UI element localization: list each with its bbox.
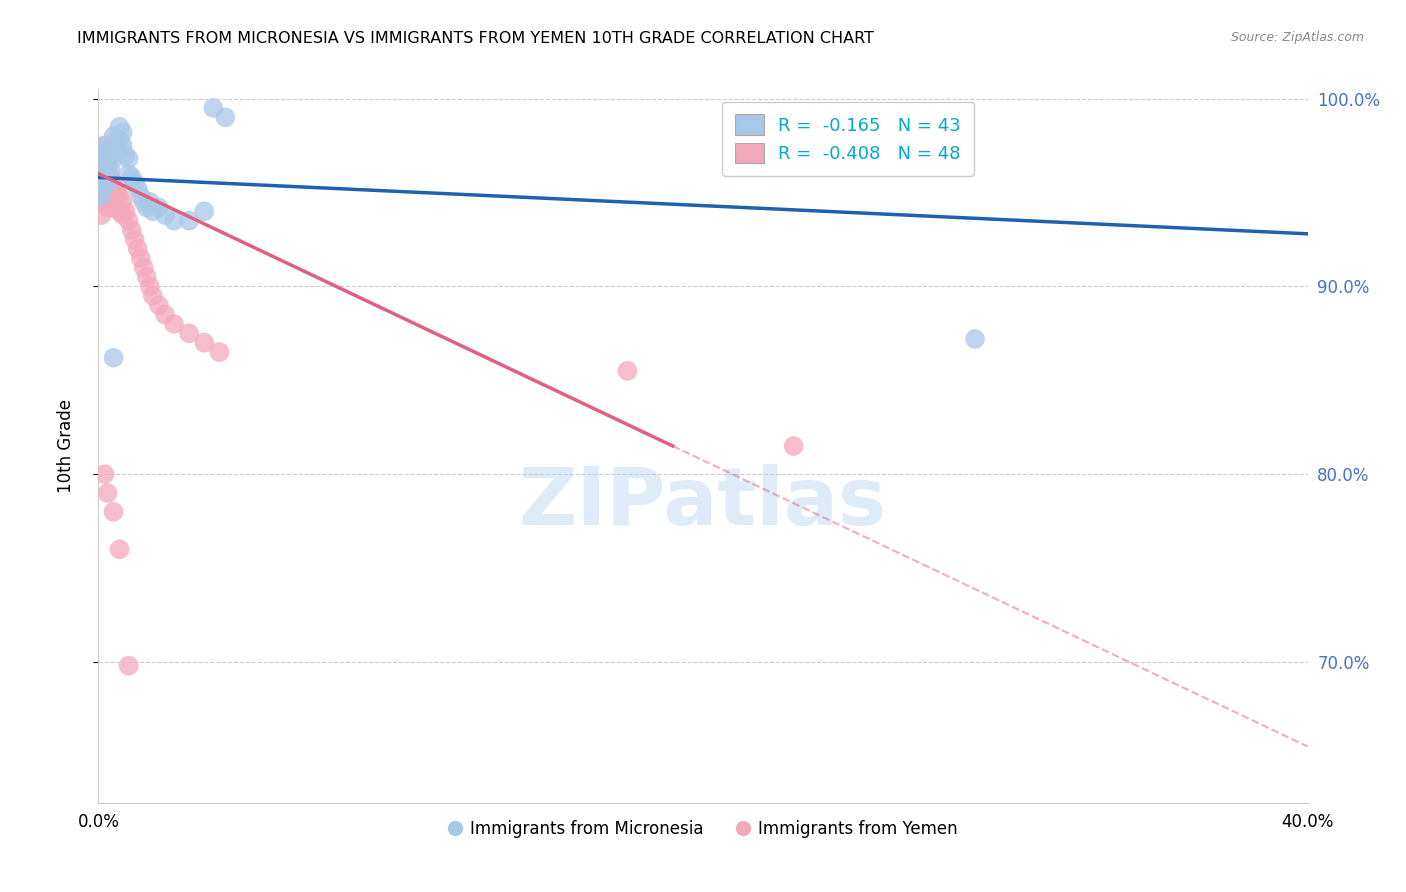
- Point: [193, 204, 215, 219]
- Point: [118, 152, 141, 166]
- Legend: Immigrants from Micronesia, Immigrants from Yemen: Immigrants from Micronesia, Immigrants f…: [441, 814, 965, 845]
- Point: [100, 148, 122, 162]
- Point: [90, 182, 112, 196]
- Point: [93, 167, 115, 181]
- Point: [208, 345, 231, 359]
- Point: [103, 176, 125, 190]
- Point: [100, 163, 122, 178]
- Point: [127, 242, 149, 256]
- Point: [100, 170, 122, 185]
- Point: [124, 232, 146, 246]
- Point: [108, 542, 131, 557]
- Point: [153, 208, 176, 222]
- Point: [108, 133, 131, 147]
- Point: [96, 201, 118, 215]
- Point: [96, 170, 118, 185]
- Point: [118, 167, 141, 181]
- Point: [100, 201, 122, 215]
- Point: [121, 223, 143, 237]
- Point: [90, 182, 112, 196]
- Point: [142, 289, 165, 303]
- Point: [114, 204, 136, 219]
- Point: [132, 260, 155, 275]
- Point: [105, 201, 128, 215]
- Text: ZIPatlas: ZIPatlas: [519, 464, 887, 542]
- Point: [103, 189, 125, 203]
- Point: [90, 194, 112, 209]
- Point: [93, 467, 115, 482]
- Point: [96, 161, 118, 175]
- Point: [90, 176, 112, 190]
- Point: [111, 208, 134, 222]
- Point: [96, 176, 118, 190]
- Point: [965, 332, 987, 346]
- Point: [96, 186, 118, 200]
- Point: [179, 213, 201, 227]
- Point: [111, 194, 134, 209]
- Point: [111, 125, 134, 139]
- Point: [90, 167, 112, 181]
- Point: [121, 170, 143, 185]
- Point: [96, 144, 118, 158]
- Point: [90, 148, 112, 162]
- Point: [132, 194, 155, 209]
- Point: [100, 186, 122, 200]
- Point: [93, 138, 115, 153]
- Point: [153, 308, 176, 322]
- Point: [93, 157, 115, 171]
- Point: [129, 251, 152, 265]
- Point: [616, 364, 638, 378]
- Point: [124, 176, 146, 190]
- Point: [108, 189, 131, 203]
- Point: [105, 186, 128, 200]
- Text: IMMIGRANTS FROM MICRONESIA VS IMMIGRANTS FROM YEMEN 10TH GRADE CORRELATION CHART: IMMIGRANTS FROM MICRONESIA VS IMMIGRANTS…: [77, 31, 875, 46]
- Point: [118, 658, 141, 673]
- Point: [90, 189, 112, 203]
- Point: [103, 129, 125, 144]
- Point: [108, 120, 131, 134]
- Point: [103, 138, 125, 153]
- Point: [139, 194, 162, 209]
- Point: [103, 152, 125, 166]
- Point: [93, 182, 115, 196]
- Point: [90, 157, 112, 171]
- Point: [783, 439, 806, 453]
- Point: [214, 111, 236, 125]
- Point: [202, 101, 225, 115]
- Point: [139, 279, 162, 293]
- Point: [93, 148, 115, 162]
- Point: [193, 335, 215, 350]
- Point: [108, 204, 131, 219]
- Point: [142, 204, 165, 219]
- Point: [111, 138, 134, 153]
- Text: Source: ZipAtlas.com: Source: ZipAtlas.com: [1230, 31, 1364, 45]
- Point: [103, 505, 125, 519]
- Point: [93, 170, 115, 185]
- Point: [163, 213, 186, 227]
- Point: [127, 182, 149, 196]
- Point: [96, 152, 118, 166]
- Point: [105, 133, 128, 147]
- Point: [90, 170, 112, 185]
- Point: [148, 298, 170, 312]
- Point: [93, 138, 115, 153]
- Point: [129, 189, 152, 203]
- Point: [105, 144, 128, 158]
- Point: [103, 351, 125, 365]
- Point: [114, 148, 136, 162]
- Y-axis label: 10th Grade: 10th Grade: [56, 399, 75, 493]
- Point: [118, 213, 141, 227]
- Point: [135, 270, 157, 285]
- Point: [96, 486, 118, 500]
- Point: [96, 157, 118, 171]
- Point: [93, 152, 115, 166]
- Point: [179, 326, 201, 341]
- Point: [148, 201, 170, 215]
- Point: [163, 317, 186, 331]
- Point: [135, 201, 157, 215]
- Point: [90, 208, 112, 222]
